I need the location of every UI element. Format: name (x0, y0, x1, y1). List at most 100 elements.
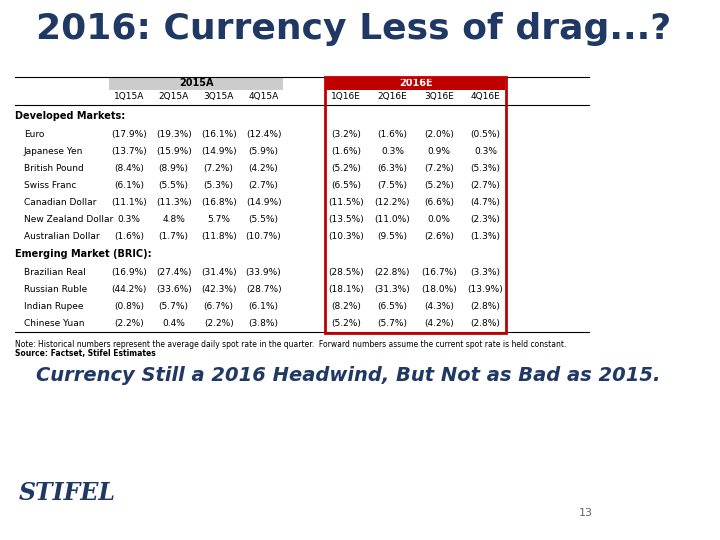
Text: (14.9%): (14.9%) (201, 147, 236, 156)
Text: 4Q15A: 4Q15A (248, 92, 279, 101)
Text: (11.3%): (11.3%) (156, 198, 192, 207)
Text: (12.2%): (12.2%) (374, 198, 410, 207)
Text: (4.2%): (4.2%) (424, 319, 454, 328)
Text: 4.8%: 4.8% (162, 215, 185, 224)
Text: Brazilian Real: Brazilian Real (24, 268, 86, 277)
Text: 2015A: 2015A (179, 78, 213, 89)
Text: (2.6%): (2.6%) (424, 232, 454, 241)
Text: 2Q15A: 2Q15A (158, 92, 189, 101)
Text: 2016E: 2016E (399, 78, 433, 89)
Text: (11.0%): (11.0%) (374, 215, 410, 224)
Text: (8.2%): (8.2%) (331, 302, 361, 311)
Text: (7.2%): (7.2%) (204, 164, 233, 173)
Text: British Pound: British Pound (24, 164, 84, 173)
Text: (6.1%): (6.1%) (248, 302, 279, 311)
Text: 0.3%: 0.3% (117, 215, 140, 224)
Text: Indian Rupee: Indian Rupee (24, 302, 84, 311)
Text: (6.5%): (6.5%) (330, 181, 361, 190)
Text: (0.5%): (0.5%) (471, 130, 500, 139)
Text: (2.3%): (2.3%) (471, 215, 500, 224)
Text: (5.2%): (5.2%) (331, 164, 361, 173)
Text: Emerging Market (BRIC):: Emerging Market (BRIC): (15, 249, 152, 259)
Text: (3.2%): (3.2%) (331, 130, 361, 139)
Text: Japanese Yen: Japanese Yen (24, 147, 83, 156)
Text: (18.1%): (18.1%) (328, 285, 364, 294)
Text: (11.8%): (11.8%) (201, 232, 237, 241)
Text: Swiss Franc: Swiss Franc (24, 181, 76, 190)
Text: (28.7%): (28.7%) (246, 285, 282, 294)
Text: Note: Historical numbers represent the average daily spot rate in the quarter.  : Note: Historical numbers represent the a… (15, 340, 567, 349)
Text: (5.7%): (5.7%) (158, 302, 189, 311)
Text: (5.2%): (5.2%) (331, 319, 361, 328)
Text: (3.3%): (3.3%) (471, 268, 500, 277)
Text: (44.2%): (44.2%) (111, 285, 146, 294)
Text: (1.3%): (1.3%) (471, 232, 500, 241)
Text: 0.9%: 0.9% (428, 147, 451, 156)
Text: (7.2%): (7.2%) (424, 164, 454, 173)
Text: (2.8%): (2.8%) (471, 302, 500, 311)
Text: (11.1%): (11.1%) (111, 198, 147, 207)
Text: New Zealand Dollar: New Zealand Dollar (24, 215, 113, 224)
Text: 5.7%: 5.7% (207, 215, 230, 224)
Text: (8.4%): (8.4%) (114, 164, 144, 173)
Text: (42.3%): (42.3%) (201, 285, 236, 294)
Text: Australian Dollar: Australian Dollar (24, 232, 99, 241)
Text: STIFEL: STIFEL (19, 481, 116, 505)
Text: (16.9%): (16.9%) (111, 268, 147, 277)
Text: (9.5%): (9.5%) (377, 232, 408, 241)
Text: (2.2%): (2.2%) (204, 319, 233, 328)
Text: (31.3%): (31.3%) (374, 285, 410, 294)
Text: (10.7%): (10.7%) (246, 232, 282, 241)
Text: (33.9%): (33.9%) (246, 268, 282, 277)
Text: (14.9%): (14.9%) (246, 198, 282, 207)
Text: (17.9%): (17.9%) (111, 130, 147, 139)
Text: (33.6%): (33.6%) (156, 285, 192, 294)
Text: (2.2%): (2.2%) (114, 319, 144, 328)
Text: (2.7%): (2.7%) (248, 181, 279, 190)
Text: (16.7%): (16.7%) (421, 268, 457, 277)
Text: (5.3%): (5.3%) (471, 164, 500, 173)
Text: (22.8%): (22.8%) (374, 268, 410, 277)
Text: (10.3%): (10.3%) (328, 232, 364, 241)
Text: (13.9%): (13.9%) (468, 285, 503, 294)
Text: (19.3%): (19.3%) (156, 130, 192, 139)
Text: (2.8%): (2.8%) (471, 319, 500, 328)
Text: Chinese Yuan: Chinese Yuan (24, 319, 84, 328)
Text: 2016: Currency Less of drag...?: 2016: Currency Less of drag...? (35, 12, 671, 46)
Text: 0.3%: 0.3% (474, 147, 497, 156)
Bar (326, 77, 505, 90)
Text: (1.6%): (1.6%) (330, 147, 361, 156)
Text: (27.4%): (27.4%) (156, 268, 192, 277)
Text: (6.1%): (6.1%) (114, 181, 144, 190)
Text: (5.2%): (5.2%) (424, 181, 454, 190)
Text: 0.3%: 0.3% (381, 147, 404, 156)
Text: Developed Markets:: Developed Markets: (15, 111, 125, 121)
Text: (2.0%): (2.0%) (424, 130, 454, 139)
Text: (2.7%): (2.7%) (471, 181, 500, 190)
Text: (13.7%): (13.7%) (111, 147, 147, 156)
Text: (11.5%): (11.5%) (328, 198, 364, 207)
Text: (28.5%): (28.5%) (328, 268, 364, 277)
Text: (12.4%): (12.4%) (246, 130, 282, 139)
Text: 3Q15A: 3Q15A (204, 92, 234, 101)
Text: (5.5%): (5.5%) (248, 215, 279, 224)
Text: Euro: Euro (24, 130, 44, 139)
Text: Source: Factset, Stifel Estimates: Source: Factset, Stifel Estimates (15, 349, 156, 358)
Text: 4Q16E: 4Q16E (471, 92, 500, 101)
Text: Russian Ruble: Russian Ruble (24, 285, 87, 294)
Text: (8.9%): (8.9%) (158, 164, 189, 173)
Bar (109, 77, 283, 90)
Text: (4.2%): (4.2%) (248, 164, 279, 173)
Text: (5.3%): (5.3%) (204, 181, 234, 190)
Text: (16.8%): (16.8%) (201, 198, 237, 207)
Text: 1Q15A: 1Q15A (114, 92, 144, 101)
Text: (6.5%): (6.5%) (377, 302, 408, 311)
Bar (325, 77, 506, 333)
Text: (6.7%): (6.7%) (204, 302, 234, 311)
Text: (16.1%): (16.1%) (201, 130, 237, 139)
Text: (15.9%): (15.9%) (156, 147, 192, 156)
Text: 0.4%: 0.4% (162, 319, 185, 328)
Text: (1.6%): (1.6%) (377, 130, 408, 139)
Text: (3.8%): (3.8%) (248, 319, 279, 328)
Text: Canadian Dollar: Canadian Dollar (24, 198, 96, 207)
